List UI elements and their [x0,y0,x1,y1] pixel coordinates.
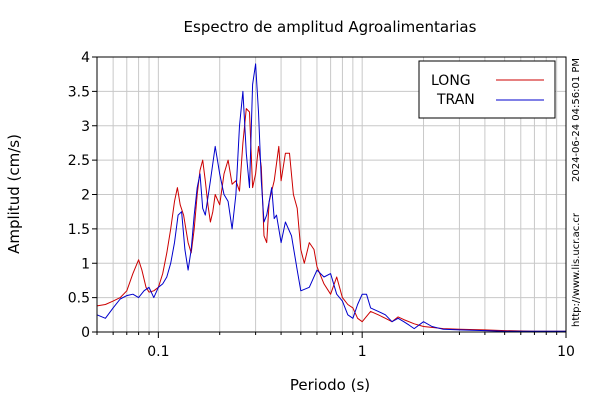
chart-title: Espectro de amplitud Agroalimentarias [184,18,477,36]
series-line-tran [96,63,566,332]
x-tick-label: 1 [358,344,367,360]
legend: LONG TRAN [418,60,556,119]
y-tick-label: 3 [81,119,90,135]
y-axis-title: Amplitud (cm/s) [5,134,23,254]
y-tick-label: 0 [81,325,90,341]
y-tick-label: 1 [81,256,90,272]
axis-ticks: 0 0.5 1 1.5 2 2.5 3 3.5 4 0.1 1 10 [68,50,575,360]
timestamp-label: 2024-06-24 04:56:01 PM [571,58,582,182]
y-tick-label: 0.5 [68,291,90,307]
source-url-label: http://www.lis.ucr.ac.cr [571,212,582,327]
y-tick-label: 3.5 [68,84,90,100]
x-axis-title: Periodo (s) [290,376,370,394]
y-tick-label: 1.5 [68,222,90,238]
legend-label-tran: TRAN [436,92,475,108]
y-tick-label: 2 [81,188,90,204]
series-line-long [96,108,566,332]
y-tick-label: 2.5 [68,153,90,169]
x-tick-label: 10 [557,344,575,360]
series-lines [96,63,566,332]
x-tick-label: 0.1 [147,344,169,360]
legend-label-long: LONG [431,73,471,89]
legend-box [418,60,556,119]
y-tick-label: 4 [81,50,90,66]
